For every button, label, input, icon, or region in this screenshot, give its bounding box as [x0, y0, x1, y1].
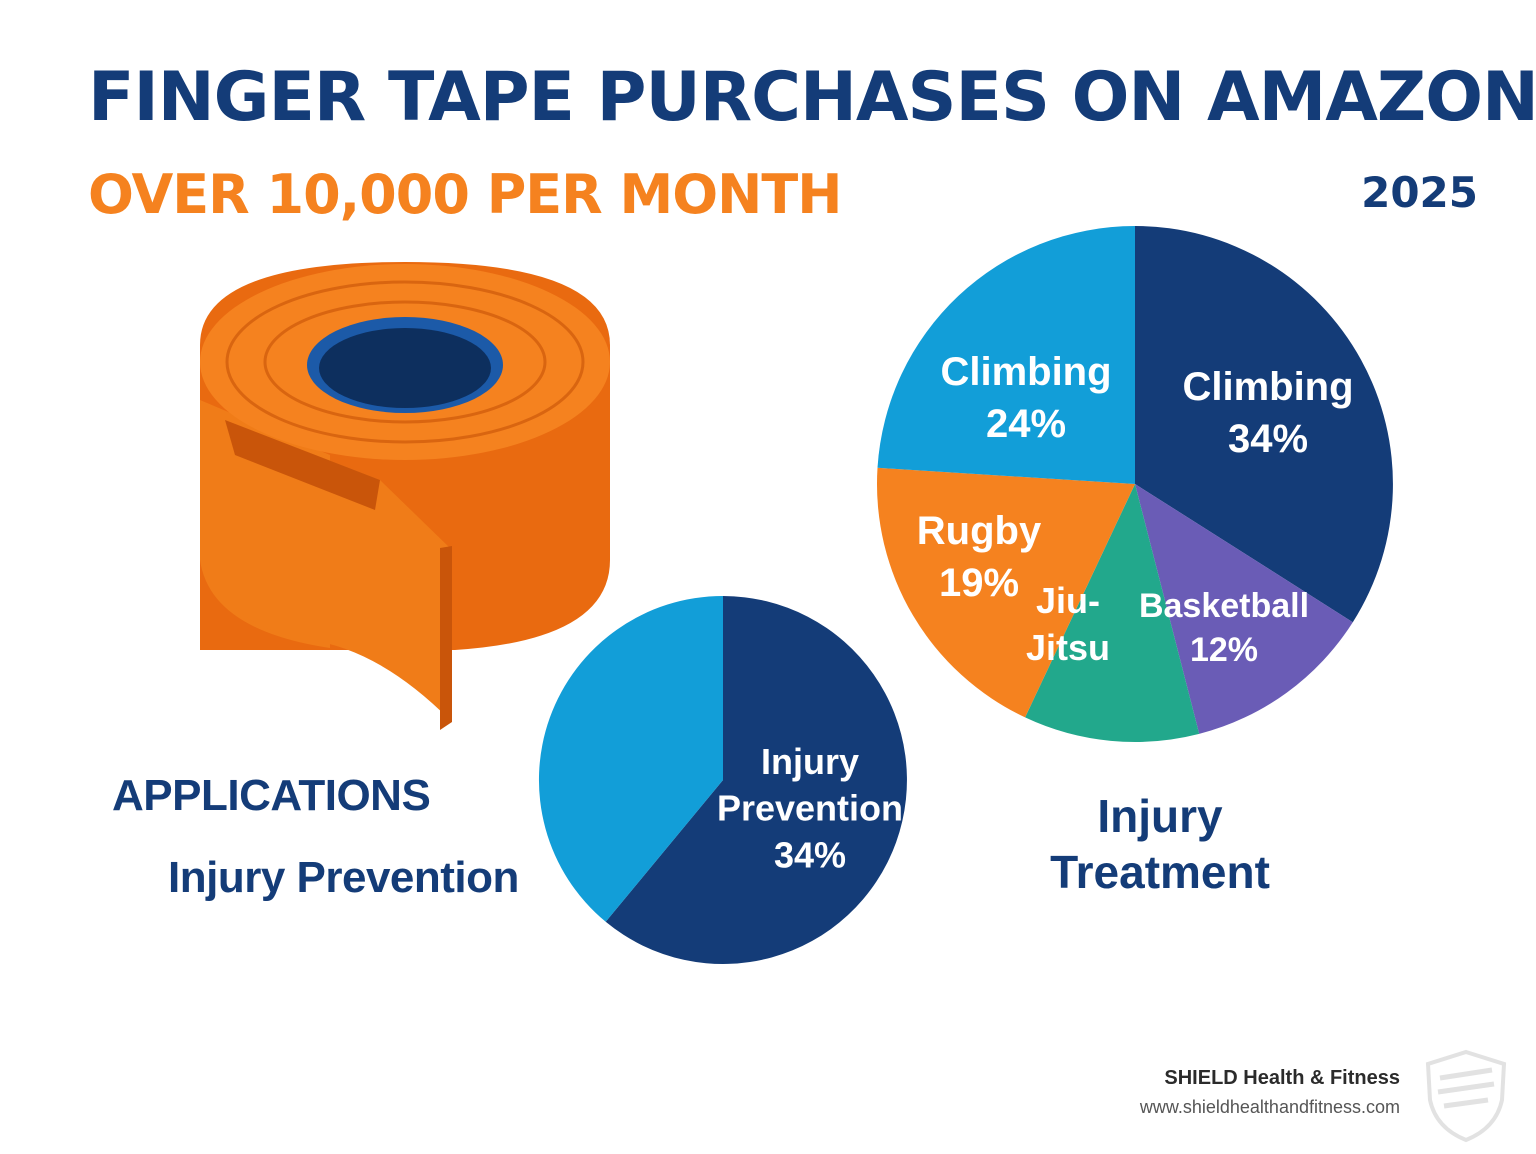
- pie1-slice-label-4-line-0: Climbing: [940, 350, 1111, 394]
- brand-block: SHIELD Health & Fitness www.shieldhealth…: [1140, 1064, 1400, 1122]
- pie1-slice-3: [876, 467, 1135, 718]
- pie1-slice-label-4: Climbing 24%: [940, 350, 1111, 446]
- injury-treatment-label: Injury Treatment: [1045, 788, 1275, 900]
- pie2-slice-0: [605, 596, 907, 964]
- pie1-slice-label-3-line-1: 19%: [939, 561, 1019, 605]
- chart-subtitle: OVER 10,000 PER MONTH: [88, 163, 842, 226]
- pie1-slice-label-3: Rugby 19%: [917, 509, 1042, 605]
- pie1-slice-label-1: Basketball 12%: [1139, 587, 1309, 669]
- pie1-slice-1: [1135, 484, 1353, 734]
- year-label: 2025: [1361, 168, 1478, 217]
- pie1-slice-label-4-line-1: 24%: [986, 402, 1066, 446]
- brand-name: SHIELD Health & Fitness: [1164, 1067, 1400, 1089]
- pie1-slice-label-1-line-0: Basketball: [1139, 587, 1309, 625]
- injury-treatment-line1: Injury: [1097, 790, 1223, 842]
- pie1-slice-4: [877, 226, 1135, 484]
- pie1-slice-label-2-line-1: Jitsu: [1026, 627, 1110, 668]
- pie1-slice-label-1-line-1: 12%: [1190, 631, 1258, 669]
- pie1-slice-label-2-line-0: Jiu-: [1036, 580, 1100, 621]
- pie1-slice-label-0-line-1: 34%: [1228, 417, 1308, 461]
- chart-title: FINGER TAPE PURCHASES ON AMAZON: [88, 58, 1536, 137]
- brand-url: www.shieldhealthandfitness.com: [1139, 1097, 1400, 1117]
- pie1-slice-label-0-line-0: Climbing: [1182, 365, 1353, 409]
- pie1-slice-0: [1135, 226, 1393, 623]
- injury-prevention-label: Injury Prevention: [168, 853, 519, 902]
- pie1-slice-label-2: Jiu- Jitsu: [1026, 580, 1110, 668]
- pie2-slice-label-0-line-0: Injury: [761, 741, 859, 782]
- pie1-slice-2: [1025, 484, 1200, 743]
- pie2-slice-label-0-line-2: 34%: [774, 834, 846, 875]
- shield-logo-icon: [1425, 1049, 1507, 1143]
- pie2-slice-label-0: Injury Prevention 34%: [717, 741, 903, 876]
- pie2-slice-1: [538, 596, 723, 922]
- pie1-slice-label-3-line-0: Rugby: [917, 509, 1042, 553]
- injury-treatment-line2: Treatment: [1050, 846, 1270, 898]
- pie1-slice-label-0: Climbing 34%: [1182, 365, 1353, 461]
- pie2-slice-label-0-line-1: Prevention: [717, 788, 903, 829]
- applications-label: APPLICATIONS: [112, 771, 431, 820]
